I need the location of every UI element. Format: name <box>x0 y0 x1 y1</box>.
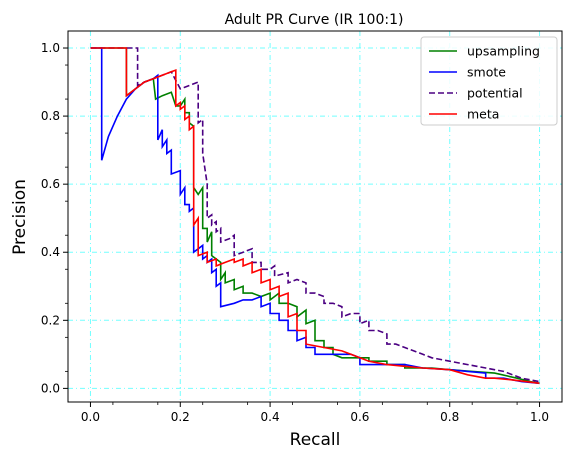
x-tick-label: 0.4 <box>261 410 280 424</box>
series-line-potential <box>90 47 540 383</box>
x-axis-label: Recall <box>290 430 341 450</box>
legend: upsampling smote potential meta <box>420 36 558 126</box>
y-tick-label: 0.6 <box>41 177 60 191</box>
x-tick-label: 1.0 <box>530 410 549 424</box>
x-tick-label: 0.8 <box>440 410 459 424</box>
series-line-meta <box>90 47 540 385</box>
legend-label-meta: meta <box>467 107 499 122</box>
chart-title: Adult PR Curve (IR 100:1) <box>225 12 404 28</box>
x-tick-label: 0.2 <box>171 410 190 424</box>
y-tick-label: 0.8 <box>41 109 60 123</box>
y-axis-label: Precision <box>10 179 30 255</box>
y-tick-label: 0.4 <box>41 245 60 259</box>
x-tick-label: 0.0 <box>81 410 100 424</box>
ticks: 0.0 0.2 0.4 0.6 0.8 1.0 0.0 0.2 0.4 0.6 0.8 1.0 <box>41 41 549 424</box>
y-tick-label: 0.0 <box>41 381 60 395</box>
legend-box <box>420 36 558 126</box>
plot-frame <box>67 30 563 403</box>
legend-label-upsampling: upsampling <box>467 44 540 59</box>
series-layer <box>90 47 540 385</box>
legend-label-potential: potential <box>467 86 523 101</box>
y-tick-label: 0.2 <box>41 313 60 327</box>
y-tick-label: 1.0 <box>41 41 60 55</box>
x-tick-label: 0.6 <box>350 410 369 424</box>
legend-label-smote: smote <box>467 65 506 80</box>
